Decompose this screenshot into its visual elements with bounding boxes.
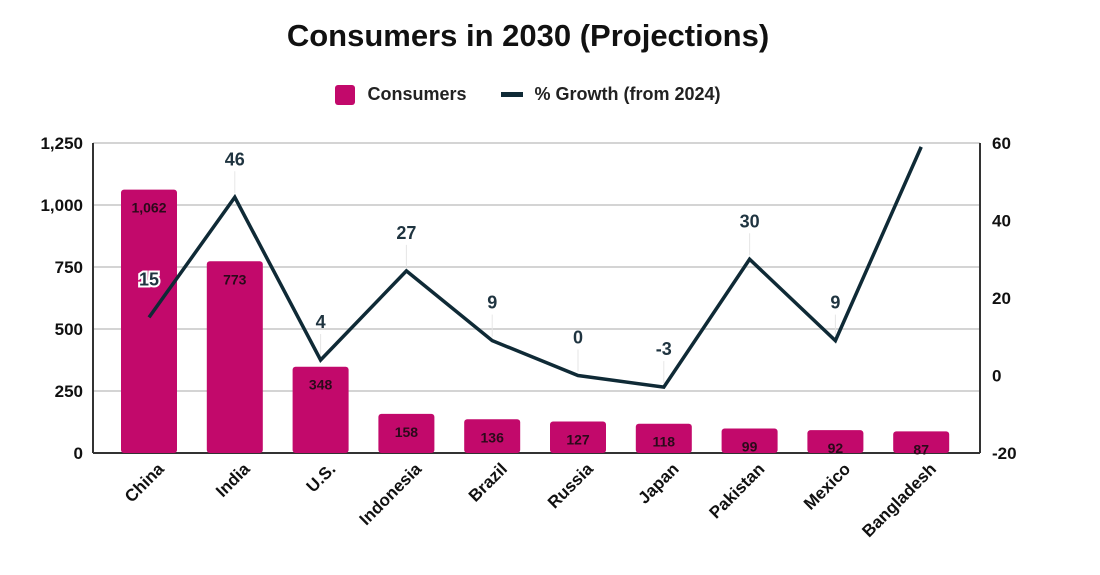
bar-japan [635,423,692,453]
legend-swatch-line [500,92,523,97]
bar-us [292,366,349,453]
growth-value-label: -3 [656,339,672,359]
y-right-tick-label: -20 [992,444,1017,463]
growth-value-label: 30 [740,211,760,231]
growth-value-label: 0 [573,328,583,348]
bar-bangladesh [893,431,950,453]
y-right-tick-label: 0 [992,367,1001,386]
y-right-tick-label: 40 [992,212,1011,231]
x-tick-label: Mexico [800,459,854,513]
x-tick-label: Brazil [465,459,511,505]
x-tick-label: Pakistan [706,459,769,522]
bar-value-label: 99 [742,438,758,454]
bar-russia [550,421,606,453]
bar-value-label: 773 [223,271,247,287]
bar-value-label: 92 [828,440,844,456]
bar-value-label: 1,062 [131,200,166,216]
y-left-tick-label: 750 [55,258,83,277]
growth-value-label: 15 [139,269,159,289]
x-tick-label: Indonesia [356,459,426,529]
legend-item-growth: % Growth (from 2024) [500,84,721,105]
growth-value-label: 46 [225,149,245,169]
y-left-tick-label: 0 [74,444,83,463]
chart-title: Consumers in 2030 (Projections) [286,18,770,53]
bar-mexico [807,430,864,453]
legend-swatch-bar [335,84,356,105]
x-tick-label: China [121,459,168,506]
x-tick-label: Japan [634,459,682,507]
growth-value-label: 27 [396,223,416,243]
legend-label: % Growth (from 2024) [534,84,721,104]
bar-china [121,189,177,453]
bar-value-label: 158 [395,424,419,440]
growth-value-label: 4 [316,312,326,332]
legend-item-consumers: Consumers [335,84,467,105]
y-left-tick-label: 250 [55,382,83,401]
growth-value-label: 9 [487,293,497,313]
bar-brazil [464,419,521,453]
x-tick-label: India [212,459,254,501]
bar-value-label: 118 [653,434,676,450]
bar-value-label: 87 [913,441,929,457]
x-tick-label: Bangladesh [858,459,940,541]
bar-indonesia [378,413,435,453]
bar-value-label: 127 [566,432,590,448]
y-left-tick-label: 500 [55,320,83,339]
y-right-tick-label: 20 [992,289,1011,308]
growth-line [147,146,923,390]
bar-value-label: 136 [481,429,505,445]
bar-pakistan [721,428,778,453]
x-tick-label: Russia [544,459,597,512]
legend: Consumers % Growth (from 2024) [0,84,1056,105]
y-left-tick-label: 1,250 [40,134,83,153]
growth-value-label: 9 [830,293,840,313]
bar-value-label: 348 [309,377,333,393]
legend-label: Consumers [367,84,467,104]
y-left-tick-label: 1,000 [40,196,83,215]
y-right-tick-label: 60 [992,134,1011,153]
x-tick-label: U.S. [303,459,340,496]
bar-india [206,261,263,453]
